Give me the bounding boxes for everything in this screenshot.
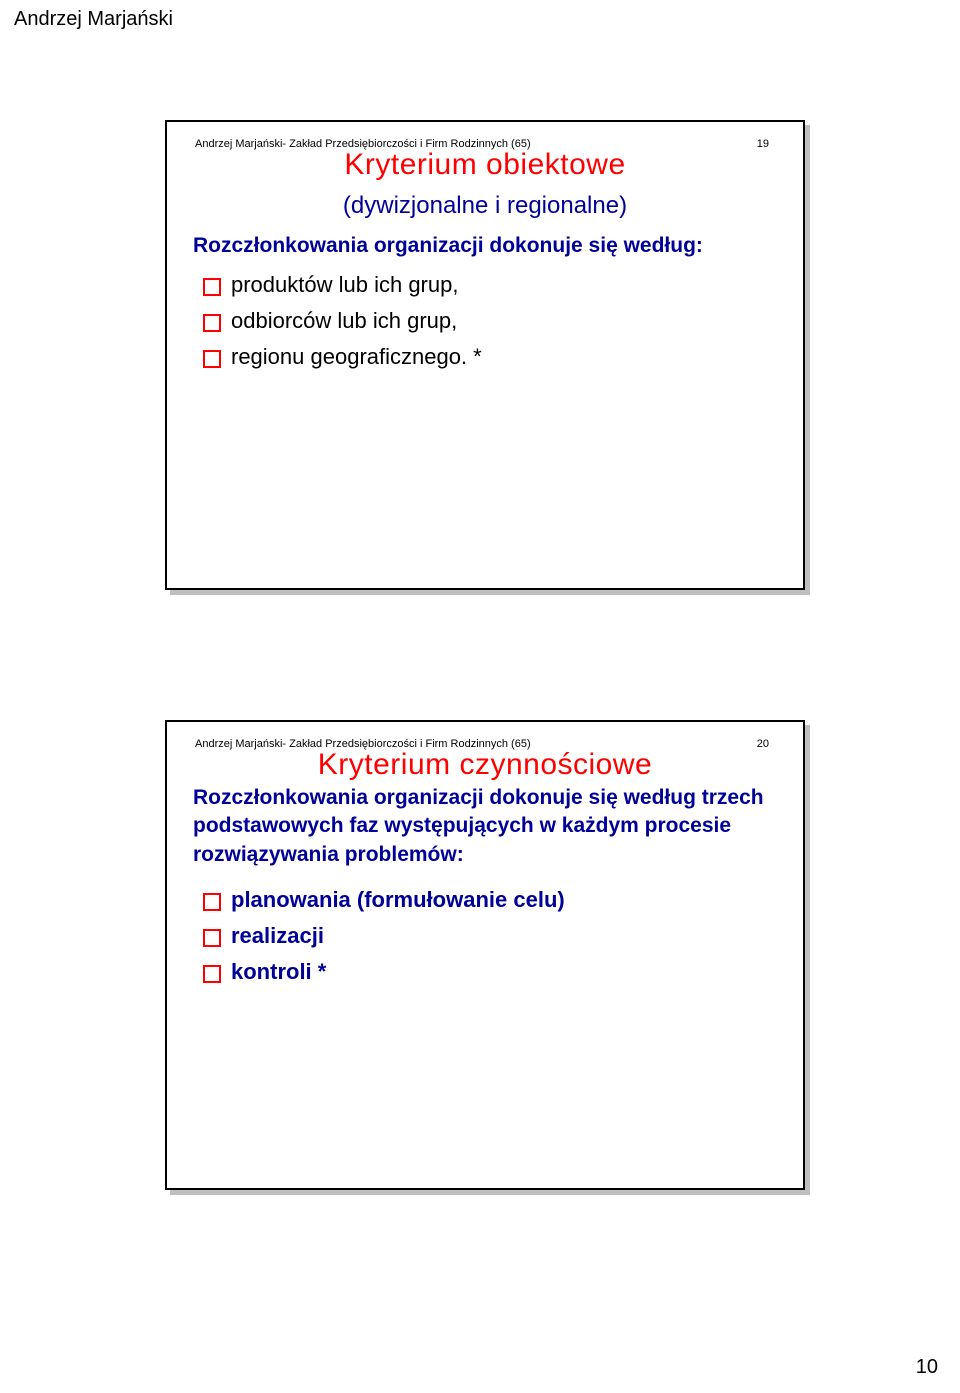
list-item: kontroli * xyxy=(199,959,777,985)
list-item: odbiorców lub ich grup, xyxy=(199,308,777,334)
slide-panel-2: Andrzej Marjański- Zakład Przedsiębiorcz… xyxy=(165,720,805,1190)
list-item: planowania (formułowanie celu) xyxy=(199,887,777,913)
list-item: regionu geograficznego. * xyxy=(199,344,777,370)
slide1-title: Kryterium obiektowe xyxy=(193,148,777,182)
slide2-title: Kryterium czynnościowe xyxy=(193,748,777,782)
slide2-list: planowania (formułowanie celu) realizacj… xyxy=(193,887,777,985)
slide2-intro: Rozczłonkowania organizacji dokonuje się… xyxy=(193,784,777,869)
slide1-intro: Rozczłonkowania organizacji dokonuje się… xyxy=(193,234,777,258)
slide1-subtitle: (dywizjonalne i regionalne) xyxy=(193,192,777,220)
slide1-number: 19 xyxy=(757,138,769,150)
list-item: realizacji xyxy=(199,923,777,949)
page-header-author: Andrzej Marjański xyxy=(14,8,173,31)
list-item: produktów lub ich grup, xyxy=(199,272,777,298)
slide2-source: Andrzej Marjański- Zakład Przedsiębiorcz… xyxy=(195,738,531,750)
slide1-source: Andrzej Marjański- Zakład Przedsiębiorcz… xyxy=(195,138,531,150)
slide1-list: produktów lub ich grup, odbiorców lub ic… xyxy=(193,272,777,370)
slide-panel-1: Andrzej Marjański- Zakład Przedsiębiorcz… xyxy=(165,120,805,590)
page: Andrzej Marjański Andrzej Marjański- Zak… xyxy=(0,0,960,1393)
page-number: 10 xyxy=(916,1356,938,1379)
slide2-number: 20 xyxy=(757,738,769,750)
